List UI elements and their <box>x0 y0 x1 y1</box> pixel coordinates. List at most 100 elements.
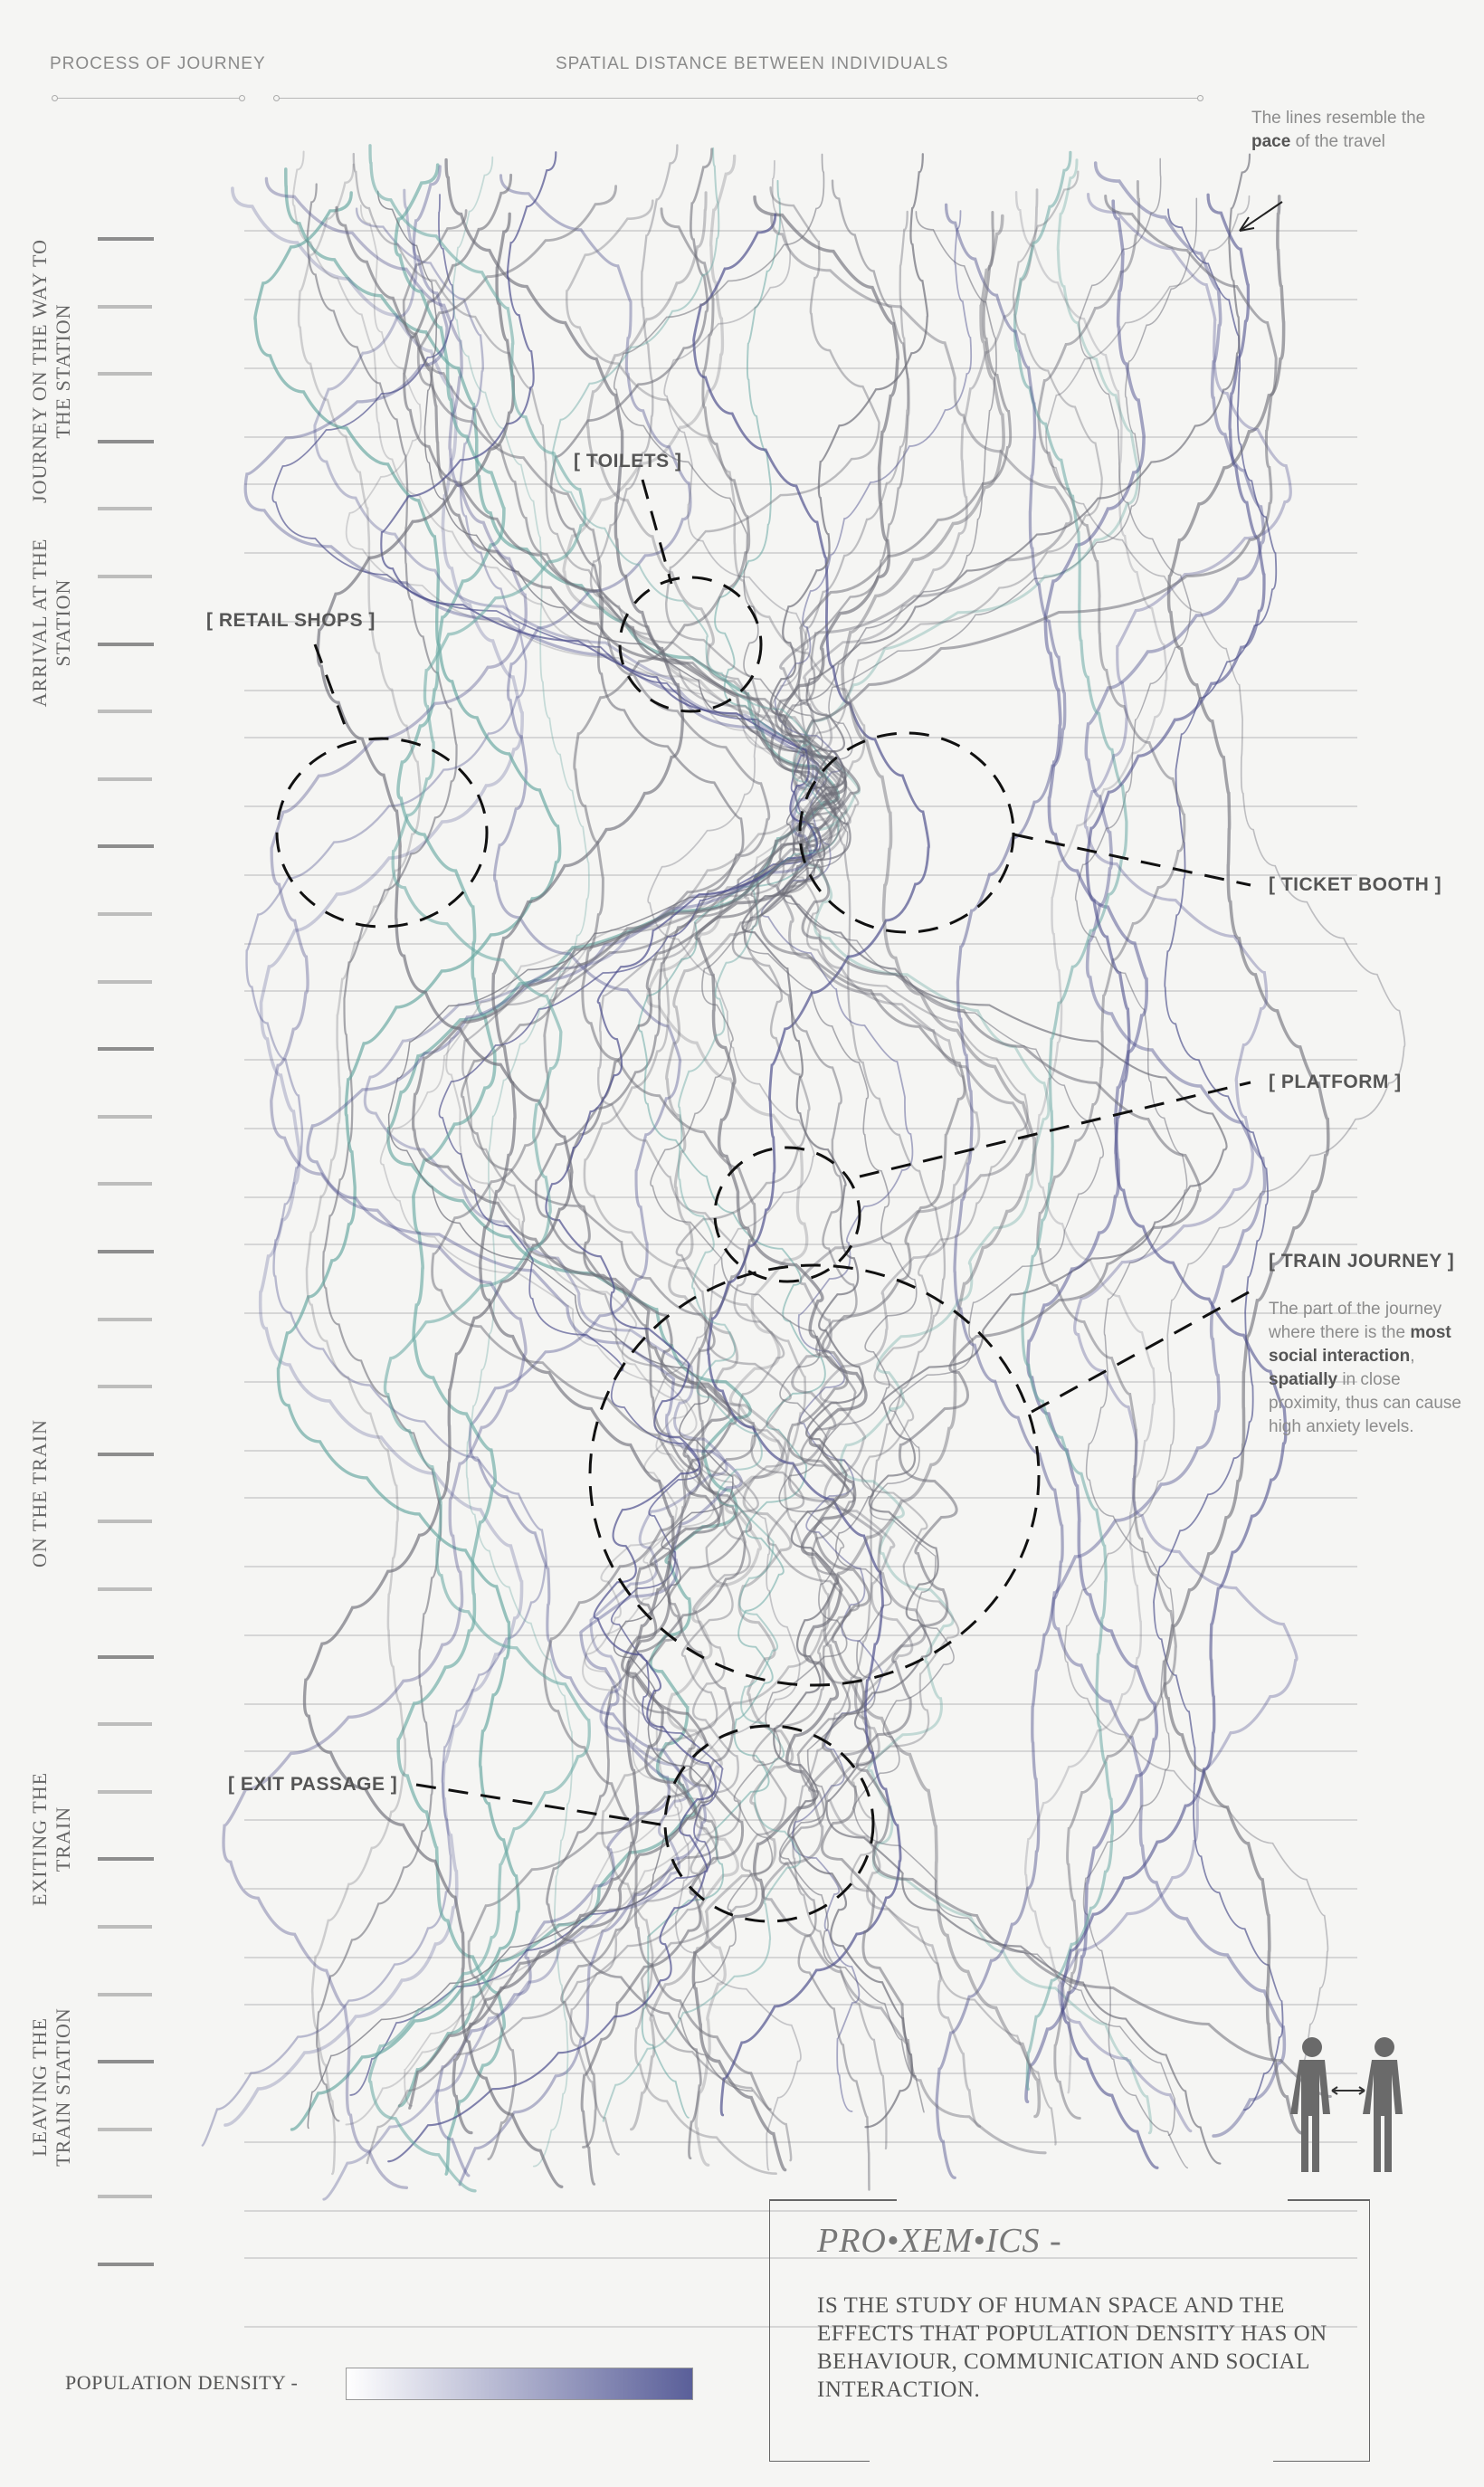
train-leader <box>1031 1288 1254 1414</box>
timeline-tick <box>98 1385 152 1389</box>
ticket-booth-zone <box>798 731 1015 934</box>
journey-path <box>297 163 422 2176</box>
journey-path <box>935 203 1067 2179</box>
proxemics-definition-box: PRO•XEM•ICS - IS THE STUDY OF HUMAN SPAC… <box>769 2199 1370 2462</box>
spatial-distance-header: SPATIAL DISTANCE BETWEEN INDIVIDUALS <box>556 54 949 73</box>
journey-path <box>458 174 707 2187</box>
journey-path <box>313 188 818 2201</box>
journey-path <box>743 210 997 2113</box>
timeline-tick <box>98 1452 154 1456</box>
journey-path <box>801 194 1332 2099</box>
timeline-tick <box>98 304 152 309</box>
journey-path <box>637 179 828 2119</box>
timeline-tick <box>98 1722 152 1727</box>
journey-path <box>741 153 929 2129</box>
process-header-rule <box>52 95 245 101</box>
journey-path <box>647 159 815 2171</box>
journey-path <box>761 214 1073 2155</box>
journey-path <box>345 204 832 2107</box>
journey-path <box>791 170 1103 2146</box>
journey-path <box>792 210 947 2150</box>
journey-path <box>222 176 528 2189</box>
journey-path <box>569 144 833 2156</box>
journey-path <box>562 154 832 2167</box>
timeline-tick <box>98 979 152 984</box>
journey-path <box>585 191 842 2131</box>
train-journey-zone <box>588 1263 1041 1687</box>
journey-path <box>271 194 822 2096</box>
journey-path <box>302 212 574 2188</box>
exit-leader <box>415 1783 661 1826</box>
toilets-zone <box>618 576 763 713</box>
journey-path <box>253 191 562 2131</box>
retail-leader <box>313 643 350 736</box>
retail-shops-zone <box>275 737 489 929</box>
timeline-tick <box>98 1047 154 1052</box>
journey-path <box>380 151 819 2163</box>
platform-label: [ PLATFORM ] <box>1269 1072 1402 1092</box>
journey-path <box>823 214 1042 2119</box>
platform-leader <box>859 1081 1251 1178</box>
timeline-tick <box>98 2060 154 2064</box>
train-journey-note: The part of the journey where there is t… <box>1269 1300 1461 1436</box>
toilets-label: [ TOILETS ] <box>574 451 682 472</box>
timeline-tick <box>98 1789 152 1794</box>
pace-arrow <box>1239 201 1283 232</box>
timeline-tick <box>98 2195 152 2199</box>
population-density-label: POPULATION DENSITY - <box>65 2371 299 2394</box>
journey-path <box>224 186 524 2127</box>
timeline-tick <box>98 1317 152 1321</box>
timeline-tick <box>98 1654 154 1659</box>
exit-passage-zone <box>663 1724 875 1923</box>
journey-path <box>757 210 1013 2078</box>
timeline-tick <box>98 439 154 443</box>
journey-path <box>776 188 1039 2128</box>
journey-path <box>551 147 840 2122</box>
journey-path <box>782 153 1251 2165</box>
journey-path <box>416 185 771 2161</box>
platform-zone <box>713 1146 861 1283</box>
journey-path <box>201 207 547 2147</box>
journey-path <box>542 207 772 2111</box>
timeline-tick <box>98 1520 152 1524</box>
process-of-journey-header: PROCESS OF JOURNEY <box>50 54 266 73</box>
journey-path <box>613 153 848 2092</box>
journey-path <box>1163 195 1330 2135</box>
population-density-gradient <box>346 2368 693 2400</box>
timeline-tick <box>98 1925 152 1929</box>
journey-path <box>534 148 747 2160</box>
timeline-tick <box>98 372 152 376</box>
journey-path <box>367 144 591 2193</box>
journey-path <box>1061 193 1288 2169</box>
journey-path <box>760 210 973 2112</box>
journey-path <box>1153 208 1284 2111</box>
timeline-tick <box>98 1992 152 1996</box>
journey-path <box>444 157 685 2135</box>
two-people-distance-icon <box>1290 2037 1403 2172</box>
timeline-tick <box>98 710 152 714</box>
timeline-tick <box>98 1250 154 1253</box>
journey-path <box>1045 195 1406 2098</box>
proxemics-description: IS THE STUDY OF HUMAN SPACE AND THE EFFE… <box>817 2293 1327 2402</box>
timeline-tick <box>98 1587 152 1591</box>
journey-path <box>731 179 910 2191</box>
journey-path <box>691 195 899 2172</box>
timeline-tick <box>98 912 152 916</box>
timeline-tick <box>98 237 154 241</box>
pace-arrow-head <box>1239 216 1255 232</box>
journey-path <box>402 209 837 2149</box>
proxemics-title: PRO•XEM•ICS - <box>817 2222 1062 2260</box>
journey-path <box>1074 157 1192 2169</box>
train-journey-label: [ TRAIN JOURNEY ] <box>1269 1251 1455 1272</box>
toilets-leader <box>641 479 673 585</box>
journey-path <box>307 190 827 2130</box>
timeline-tick <box>98 575 152 578</box>
ticket-leader <box>1013 833 1251 887</box>
ticket-booth-label: [ TICKET BOOTH ] <box>1269 874 1442 895</box>
journey-path <box>1014 190 1168 2094</box>
timeline-tick <box>98 1182 152 1186</box>
journey-path <box>1013 150 1128 2091</box>
timeline-tick <box>98 507 152 511</box>
timeline-tick <box>98 1857 154 1862</box>
